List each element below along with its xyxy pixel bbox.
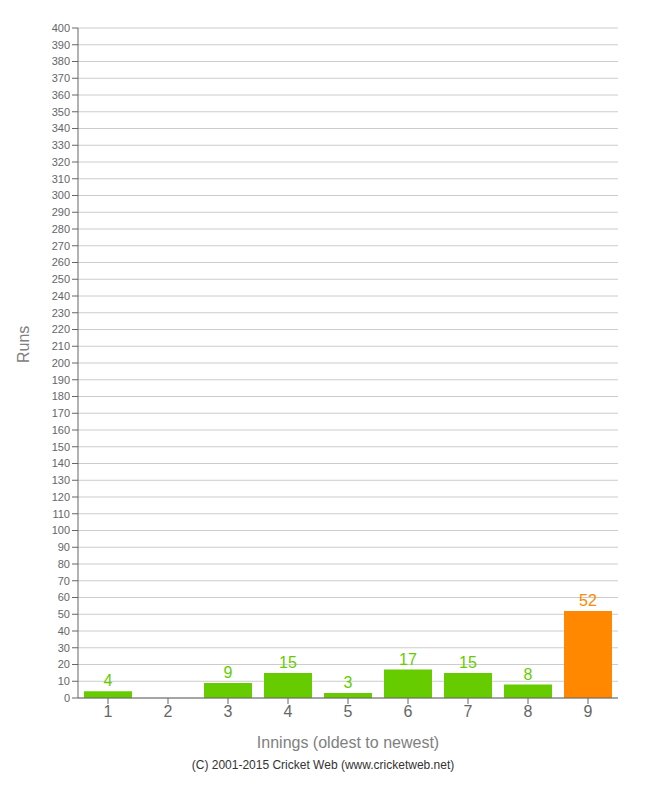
svg-text:9: 9	[224, 664, 233, 681]
svg-text:70: 70	[58, 575, 70, 587]
svg-text:50: 50	[58, 608, 70, 620]
svg-text:5: 5	[344, 703, 353, 720]
svg-text:4: 4	[104, 672, 113, 689]
svg-text:160: 160	[52, 424, 70, 436]
svg-text:190: 190	[52, 374, 70, 386]
svg-text:370: 370	[52, 72, 70, 84]
svg-text:280: 280	[52, 223, 70, 235]
svg-text:230: 230	[52, 307, 70, 319]
svg-text:350: 350	[52, 106, 70, 118]
svg-text:10: 10	[58, 675, 70, 687]
svg-text:400: 400	[52, 22, 70, 34]
svg-text:8: 8	[524, 666, 533, 683]
svg-text:2: 2	[164, 703, 173, 720]
svg-text:40: 40	[58, 625, 70, 637]
svg-text:20: 20	[58, 658, 70, 670]
svg-text:260: 260	[52, 256, 70, 268]
svg-text:60: 60	[58, 591, 70, 603]
svg-text:8: 8	[524, 703, 533, 720]
svg-text:30: 30	[58, 642, 70, 654]
svg-text:200: 200	[52, 357, 70, 369]
svg-text:320: 320	[52, 156, 70, 168]
html-text:(C) 2001-2015 Cricket Web (www: (C) 2001-2015 Cricket Web (www.cricketwe…	[191, 758, 455, 772]
svg-text:170: 170	[52, 407, 70, 419]
svg-text:310: 310	[52, 173, 70, 185]
svg-text:360: 360	[52, 89, 70, 101]
svg-text:330: 330	[52, 139, 70, 151]
svg-text:17: 17	[399, 651, 417, 668]
svg-text:120: 120	[52, 491, 70, 503]
svg-text:52: 52	[579, 592, 597, 609]
svg-text:80: 80	[58, 558, 70, 570]
svg-text:300: 300	[52, 189, 70, 201]
svg-text:130: 130	[52, 474, 70, 486]
svg-text:110: 110	[52, 508, 70, 520]
svg-text:Runs: Runs	[15, 326, 32, 363]
svg-text:6: 6	[404, 703, 413, 720]
svg-text:90: 90	[58, 541, 70, 553]
svg-text:1: 1	[104, 703, 113, 720]
svg-text:380: 380	[52, 55, 70, 67]
svg-text:140: 140	[52, 457, 70, 469]
svg-text:9: 9	[584, 703, 593, 720]
svg-text:210: 210	[52, 340, 70, 352]
svg-text:240: 240	[52, 290, 70, 302]
svg-text:290: 290	[52, 206, 70, 218]
svg-text:3: 3	[344, 674, 353, 691]
svg-text:Innings (oldest to newest): Innings (oldest to newest)	[257, 734, 439, 751]
svg-text:3: 3	[224, 703, 233, 720]
svg-text:15: 15	[459, 654, 477, 671]
svg-text:100: 100	[52, 524, 70, 536]
svg-text:150: 150	[52, 441, 70, 453]
svg-text:15: 15	[279, 654, 297, 671]
svg-text:220: 220	[52, 323, 70, 335]
svg-text:180: 180	[52, 390, 70, 402]
svg-text:390: 390	[52, 39, 70, 51]
svg-text:4: 4	[284, 703, 293, 720]
svg-text:340: 340	[52, 122, 70, 134]
svg-text:270: 270	[52, 240, 70, 252]
svg-text:0: 0	[64, 692, 70, 704]
svg-text:7: 7	[464, 703, 473, 720]
svg-text:250: 250	[52, 273, 70, 285]
